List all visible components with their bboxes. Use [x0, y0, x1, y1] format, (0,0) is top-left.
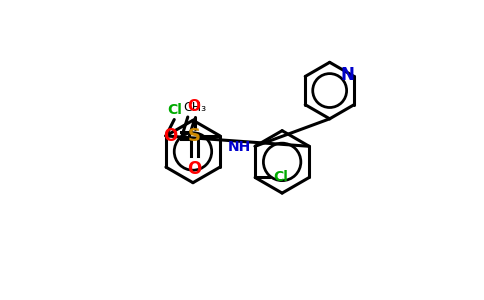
- Text: N: N: [341, 66, 355, 84]
- Text: O: O: [188, 100, 201, 115]
- Text: NH: NH: [228, 140, 251, 154]
- Text: O: O: [163, 127, 177, 145]
- Text: CH₃: CH₃: [183, 100, 206, 114]
- Text: Cl: Cl: [273, 170, 288, 184]
- Text: Cl: Cl: [167, 103, 182, 117]
- Text: S: S: [188, 127, 201, 145]
- Text: O: O: [188, 160, 202, 178]
